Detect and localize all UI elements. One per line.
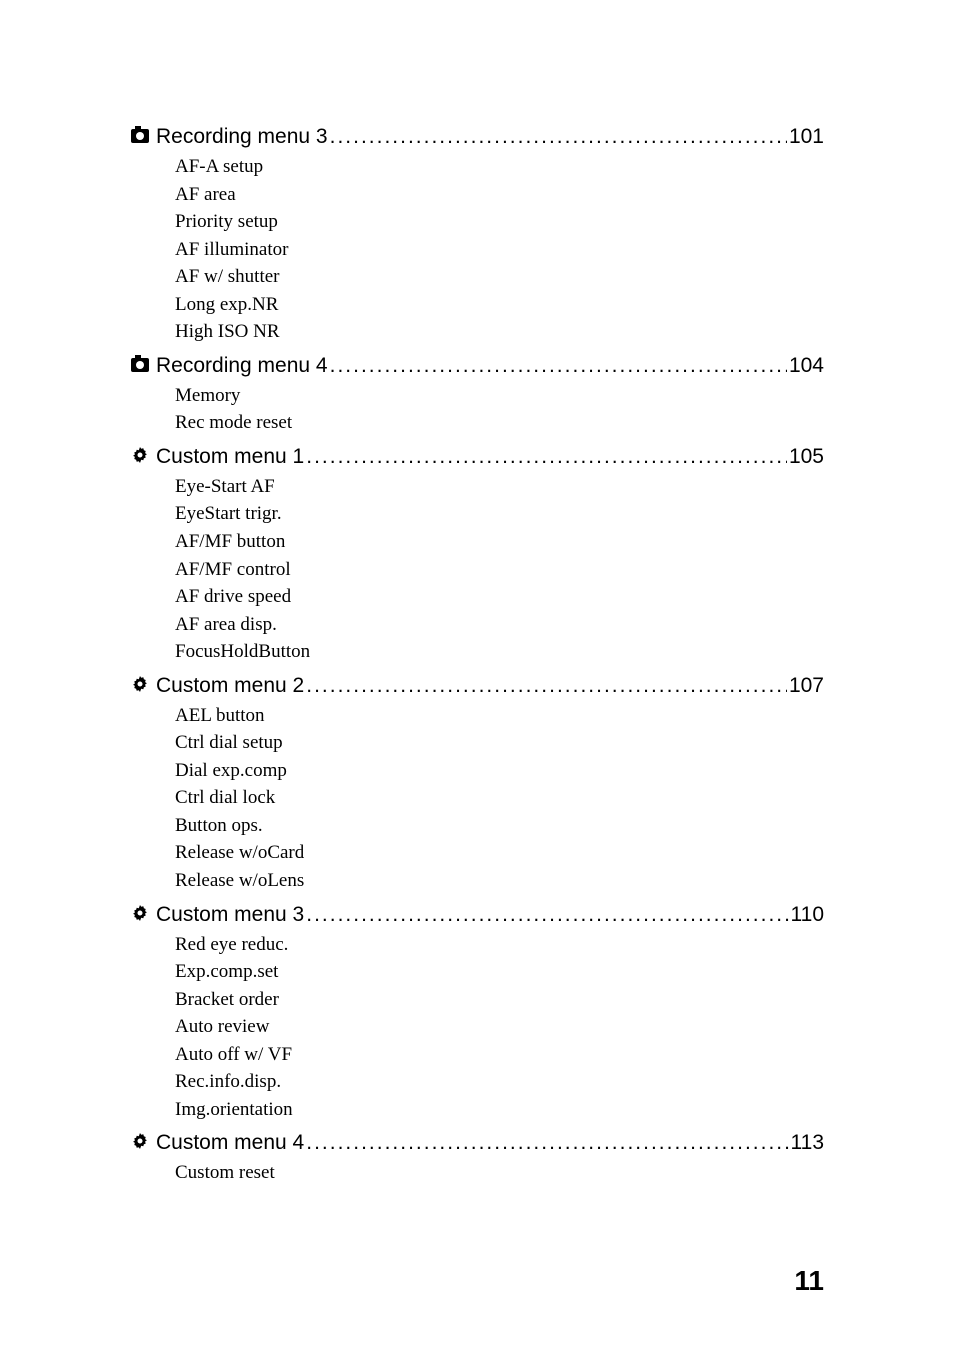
sub-items: Red eye reduc.Exp.comp.setBracket orderA… bbox=[130, 931, 824, 1124]
camera-icon bbox=[130, 357, 150, 373]
toc-section: Recording menu 4 .......................… bbox=[130, 354, 824, 437]
sub-item[interactable]: Rec.info.disp. bbox=[175, 1068, 824, 1096]
sub-item[interactable]: Red eye reduc. bbox=[175, 931, 824, 959]
gear-icon bbox=[130, 1133, 150, 1149]
toc-section: Custom menu 2...........................… bbox=[130, 674, 824, 895]
sub-item[interactable]: Release w/oCard bbox=[175, 839, 824, 867]
sub-items: AEL buttonCtrl dial setupDial exp.compCt… bbox=[130, 702, 824, 895]
toc-section: Custom menu 3...........................… bbox=[130, 903, 824, 1124]
camera-icon bbox=[130, 128, 150, 144]
sub-item[interactable]: Custom reset bbox=[175, 1159, 824, 1187]
sub-item[interactable]: FocusHoldButton bbox=[175, 638, 824, 666]
sub-item[interactable]: AF area disp. bbox=[175, 611, 824, 639]
sub-item[interactable]: Auto off w/ VF bbox=[175, 1041, 824, 1069]
section-header[interactable]: Recording menu 4 .......................… bbox=[130, 354, 824, 378]
leader-dots: ........................................… bbox=[306, 445, 787, 469]
sub-item[interactable]: Ctrl dial setup bbox=[175, 729, 824, 757]
sub-item[interactable]: Dial exp.comp bbox=[175, 757, 824, 785]
section-page: 110 bbox=[791, 903, 824, 927]
section-title: Custom menu 4 bbox=[156, 1131, 304, 1155]
table-of-contents: Recording menu 3 .......................… bbox=[130, 125, 824, 1187]
section-title: Custom menu 3 bbox=[156, 903, 304, 927]
sub-item[interactable]: AEL button bbox=[175, 702, 824, 730]
section-title: Recording menu 4 bbox=[156, 354, 328, 378]
section-header[interactable]: Custom menu 3...........................… bbox=[130, 903, 824, 927]
section-page: 104 bbox=[789, 354, 824, 378]
sub-item[interactable]: High ISO NR bbox=[175, 318, 824, 346]
toc-section: Custom menu 4...........................… bbox=[130, 1131, 824, 1187]
toc-section: Recording menu 3 .......................… bbox=[130, 125, 824, 346]
sub-item[interactable]: Img.orientation bbox=[175, 1096, 824, 1124]
sub-item[interactable]: AF illuminator bbox=[175, 236, 824, 264]
sub-item[interactable]: AF area bbox=[175, 181, 824, 209]
leader-dots: ........................................… bbox=[306, 674, 787, 698]
sub-item[interactable]: EyeStart trigr. bbox=[175, 500, 824, 528]
sub-item[interactable]: Priority setup bbox=[175, 208, 824, 236]
sub-item[interactable]: Ctrl dial lock bbox=[175, 784, 824, 812]
sub-item[interactable]: AF/MF control bbox=[175, 556, 824, 584]
sub-item[interactable]: Eye-Start AF bbox=[175, 473, 824, 501]
sub-item[interactable]: AF-A setup bbox=[175, 153, 824, 181]
sub-item[interactable]: Button ops. bbox=[175, 812, 824, 840]
sub-item[interactable]: AF drive speed bbox=[175, 583, 824, 611]
sub-items: Custom reset bbox=[130, 1159, 824, 1187]
sub-item[interactable]: Memory bbox=[175, 382, 824, 410]
sub-item[interactable]: Bracket order bbox=[175, 986, 824, 1014]
leader-dots: ........................................… bbox=[330, 354, 787, 378]
section-header[interactable]: Custom menu 2...........................… bbox=[130, 674, 824, 698]
section-header[interactable]: Custom menu 4...........................… bbox=[130, 1131, 824, 1155]
toc-section: Custom menu 1...........................… bbox=[130, 445, 824, 666]
leader-dots: ........................................… bbox=[306, 903, 788, 927]
page-number: 11 bbox=[794, 1265, 824, 1297]
sub-item[interactable]: Rec mode reset bbox=[175, 409, 824, 437]
sub-item[interactable]: AF w/ shutter bbox=[175, 263, 824, 291]
section-header[interactable]: Custom menu 1...........................… bbox=[130, 445, 824, 469]
sub-item[interactable]: Long exp.NR bbox=[175, 291, 824, 319]
gear-icon bbox=[130, 676, 150, 692]
gear-icon bbox=[130, 905, 150, 921]
leader-dots: ........................................… bbox=[330, 125, 787, 149]
sub-item[interactable]: Exp.comp.set bbox=[175, 958, 824, 986]
leader-dots: ........................................… bbox=[306, 1131, 788, 1155]
gear-icon bbox=[130, 447, 150, 463]
sub-item[interactable]: AF/MF button bbox=[175, 528, 824, 556]
section-title: Custom menu 2 bbox=[156, 674, 304, 698]
section-page: 107 bbox=[789, 674, 824, 698]
section-page: 113 bbox=[791, 1131, 824, 1155]
section-header[interactable]: Recording menu 3 .......................… bbox=[130, 125, 824, 149]
section-title: Recording menu 3 bbox=[156, 125, 328, 149]
sub-item[interactable]: Release w/oLens bbox=[175, 867, 824, 895]
section-page: 105 bbox=[789, 445, 824, 469]
sub-items: Eye-Start AFEyeStart trigr.AF/MF buttonA… bbox=[130, 473, 824, 666]
sub-items: MemoryRec mode reset bbox=[130, 382, 824, 437]
section-page: 101 bbox=[789, 125, 824, 149]
sub-items: AF-A setupAF areaPriority setupAF illumi… bbox=[130, 153, 824, 346]
sub-item[interactable]: Auto review bbox=[175, 1013, 824, 1041]
section-title: Custom menu 1 bbox=[156, 445, 304, 469]
